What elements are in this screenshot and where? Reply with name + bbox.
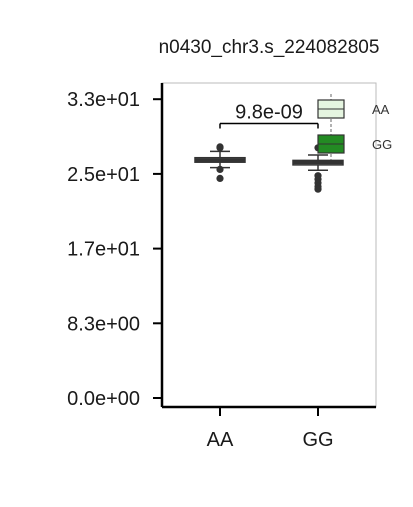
- y-tick-label: 0.0e+00: [67, 388, 140, 410]
- x-tick-label: GG: [302, 429, 333, 451]
- y-axis-ticks: 0.0e+00 8.3e+00 1.7e+01 2.5e+01 3.3e+01: [67, 89, 162, 410]
- x-axis-ticks: AA GG: [207, 407, 334, 451]
- y-tick-label: 2.5e+01: [67, 164, 140, 186]
- x-tick-label: AA: [207, 429, 234, 451]
- plot-panel: [161, 82, 377, 408]
- outlier-point: [216, 143, 224, 151]
- outlier-point: [314, 185, 322, 193]
- y-tick-label: 3.3e+01: [67, 89, 140, 111]
- box-series: [194, 143, 344, 193]
- y-tick-label: 1.7e+01: [67, 239, 140, 261]
- outlier-point: [216, 174, 224, 182]
- legend: AA GG: [317, 94, 392, 160]
- box-gg: [292, 144, 344, 193]
- y-tick-label: 8.3e+00: [67, 313, 140, 335]
- legend-label: AA: [372, 102, 390, 117]
- legend-label: GG: [372, 137, 392, 152]
- box-aa: [194, 143, 246, 182]
- p-value-label: 9.8e-09: [235, 102, 303, 124]
- outlier-point: [216, 165, 224, 173]
- chart-title: n0430_chr3.s_224082805: [159, 37, 380, 58]
- significance-annotation: 9.8e-09: [219, 102, 319, 129]
